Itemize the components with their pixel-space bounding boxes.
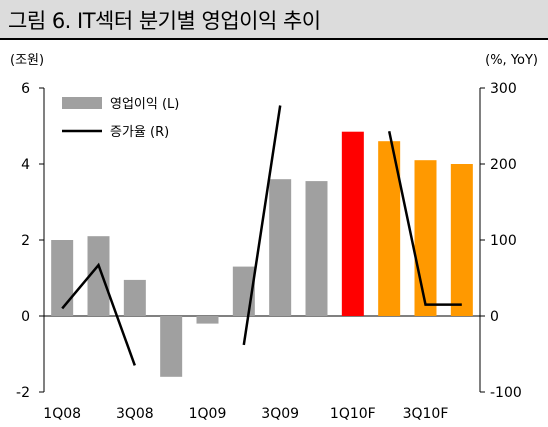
chart-title: 그림 6. IT섹터 분기별 영업이익 추이: [8, 9, 321, 33]
x-tick-label: 3Q09: [261, 406, 299, 422]
right-tick-label: 200: [490, 157, 517, 173]
bar-1Q09: [196, 316, 219, 324]
growth-line-segment: [242, 105, 282, 346]
legend-bar-swatch: [62, 97, 102, 109]
bar-2Q08: [87, 236, 110, 316]
line-group: [61, 105, 462, 366]
right-tick-label: 0: [490, 309, 499, 325]
x-tick-label: 3Q10F: [403, 406, 449, 422]
legend-group: 영업이익 (L) 증가율 (R): [62, 97, 179, 140]
right-tick-label: 100: [490, 233, 517, 249]
left-unit-label: (조원): [10, 53, 44, 68]
bars-group: [51, 131, 473, 377]
growth-line-segment: [387, 131, 462, 306]
right-tick-label: -100: [490, 385, 522, 401]
left-tick-label: 6: [21, 81, 30, 97]
left-tick-label: 4: [21, 157, 30, 173]
bar-1Q08: [51, 240, 74, 316]
left-tick-label: 2: [21, 233, 30, 249]
bar-4Q08: [160, 316, 183, 377]
labels-group: -2 0 2 4 6 -100 0 100 200 300 (조원) (%, YoY) 1Q08 3Q08…: [10, 53, 538, 422]
legend-bar-label: 영업이익 (L): [110, 97, 179, 112]
x-tick-label: 1Q08: [43, 406, 81, 422]
left-tick-label: 0: [21, 309, 30, 325]
x-tick-label: 3Q08: [116, 406, 154, 422]
bar-2Q10F: [378, 141, 401, 316]
bar-1Q10F: [341, 131, 364, 316]
bar-3Q10F: [414, 160, 437, 316]
right-tick-label: 300: [490, 81, 517, 97]
right-unit-label: (%, YoY): [485, 53, 538, 68]
bar-4Q09: [305, 181, 328, 316]
bar-3Q09: [269, 179, 292, 316]
growth-line-segment: [61, 262, 136, 366]
x-tick-label: 1Q10F: [330, 406, 376, 422]
title-bar: 그림 6. IT섹터 분기별 영업이익 추이: [0, 0, 548, 40]
x-tick-label: 1Q09: [189, 406, 227, 422]
bar-4Q10F: [450, 164, 473, 316]
bar-3Q08: [123, 279, 146, 316]
legend-line-label: 증가율 (R): [110, 125, 169, 140]
left-tick-label: -2: [16, 385, 30, 401]
